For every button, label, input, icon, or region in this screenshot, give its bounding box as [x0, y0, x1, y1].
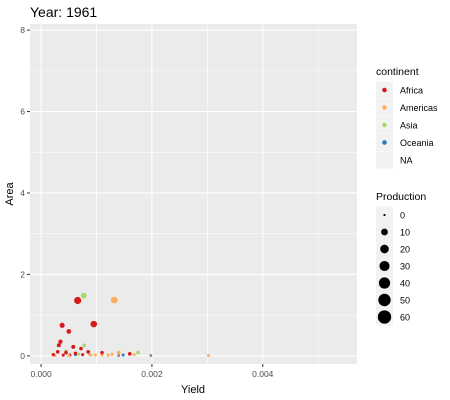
- production-legend-label: 60: [400, 313, 410, 323]
- legend-swatch: [382, 122, 387, 128]
- size-legend-dot: [381, 228, 388, 236]
- plot-panel: [30, 24, 357, 364]
- y-tick-label: 8: [20, 25, 25, 35]
- data-point-americas: [93, 353, 97, 357]
- data-point-africa: [100, 350, 104, 355]
- data-point-americas: [100, 353, 104, 357]
- data-point-africa: [58, 339, 63, 344]
- y-tick-label: 4: [20, 188, 25, 198]
- data-points: [51, 292, 210, 357]
- size-legend-dot: [378, 293, 391, 307]
- data-point-asia: [80, 292, 87, 299]
- data-point-americas: [88, 352, 92, 357]
- data-point-africa: [71, 344, 76, 349]
- production-legend-label: 30: [400, 262, 410, 272]
- size-legend-dot: [383, 213, 386, 217]
- axis-ticks: 0.000 0.002 0.004 0 2 4 6 8: [20, 25, 273, 379]
- x-tick-label: 0.004: [252, 369, 274, 379]
- legend-swatch: [382, 105, 387, 110]
- data-point-africa: [51, 353, 55, 357]
- y-axis-title: Area: [4, 182, 16, 206]
- data-point-africa: [56, 343, 61, 348]
- continent-legend-label: Africa: [400, 86, 423, 96]
- y-tick-label: 2: [20, 269, 25, 279]
- legend-key: [376, 151, 393, 169]
- data-point-na: [149, 354, 153, 357]
- size-legend-dot: [379, 260, 390, 272]
- production-legend-label: 40: [400, 279, 410, 289]
- data-point-asia: [136, 350, 140, 355]
- data-point-africa: [55, 349, 60, 354]
- data-point-americas: [67, 353, 71, 357]
- data-point-na: [117, 354, 121, 357]
- production-legend-title: Production: [376, 191, 426, 203]
- data-point-africa: [79, 346, 83, 351]
- production-legend-label: 50: [400, 296, 410, 306]
- data-point-africa: [81, 353, 85, 357]
- data-point-asia: [77, 352, 81, 356]
- continent-legend-items: Africa Americas Asia Oceania NA: [376, 81, 438, 169]
- production-legend: Production 0 10 20 30 40 50 60: [376, 191, 426, 326]
- continent-legend-label: NA: [400, 156, 413, 166]
- x-tick-label: 0.000: [30, 369, 52, 379]
- data-point-americas: [116, 350, 121, 355]
- data-point-americas: [132, 353, 136, 357]
- data-point-americas: [110, 296, 118, 304]
- size-legend-dot: [380, 244, 389, 254]
- data-point-africa: [90, 320, 97, 328]
- x-tick-label: 0.002: [141, 369, 163, 379]
- data-point-africa: [127, 352, 132, 356]
- data-point-africa: [73, 351, 78, 356]
- production-legend-label: 0: [400, 211, 405, 221]
- continent-legend-label: Asia: [400, 121, 418, 131]
- data-point-oceania: [121, 353, 125, 357]
- production-legend-label: 10: [400, 228, 410, 238]
- chart-title: Year: 1961: [30, 4, 97, 20]
- continent-legend-title: continent: [376, 66, 419, 78]
- grid-lines: [30, 24, 357, 364]
- data-point-africa: [74, 296, 82, 305]
- size-legend-dot: [378, 277, 391, 289]
- data-point-africa: [86, 349, 91, 354]
- data-point-asia: [82, 343, 87, 348]
- production-legend-label: 20: [400, 245, 410, 255]
- data-point-africa: [66, 329, 72, 334]
- production-legend-items: 0 10 20 30 40 50 60: [376, 206, 410, 326]
- data-point-africa: [59, 322, 65, 328]
- y-tick-label: 0: [20, 351, 25, 361]
- x-axis-title: Yield: [181, 384, 205, 396]
- y-tick-label: 6: [20, 107, 25, 117]
- size-legend-dot: [377, 310, 392, 324]
- legend-swatch: [382, 87, 387, 93]
- continent-legend-label: Americas: [400, 103, 438, 113]
- data-point-americas: [110, 352, 114, 356]
- data-point-americas: [206, 353, 210, 357]
- data-point-americas: [106, 353, 110, 357]
- data-point-africa: [61, 353, 65, 357]
- legend-swatch: [382, 140, 387, 145]
- continent-legend-label: Oceania: [400, 138, 434, 148]
- continent-legend: continent Africa Americas Asia Oceania NA: [376, 66, 438, 169]
- data-point-africa: [64, 350, 68, 355]
